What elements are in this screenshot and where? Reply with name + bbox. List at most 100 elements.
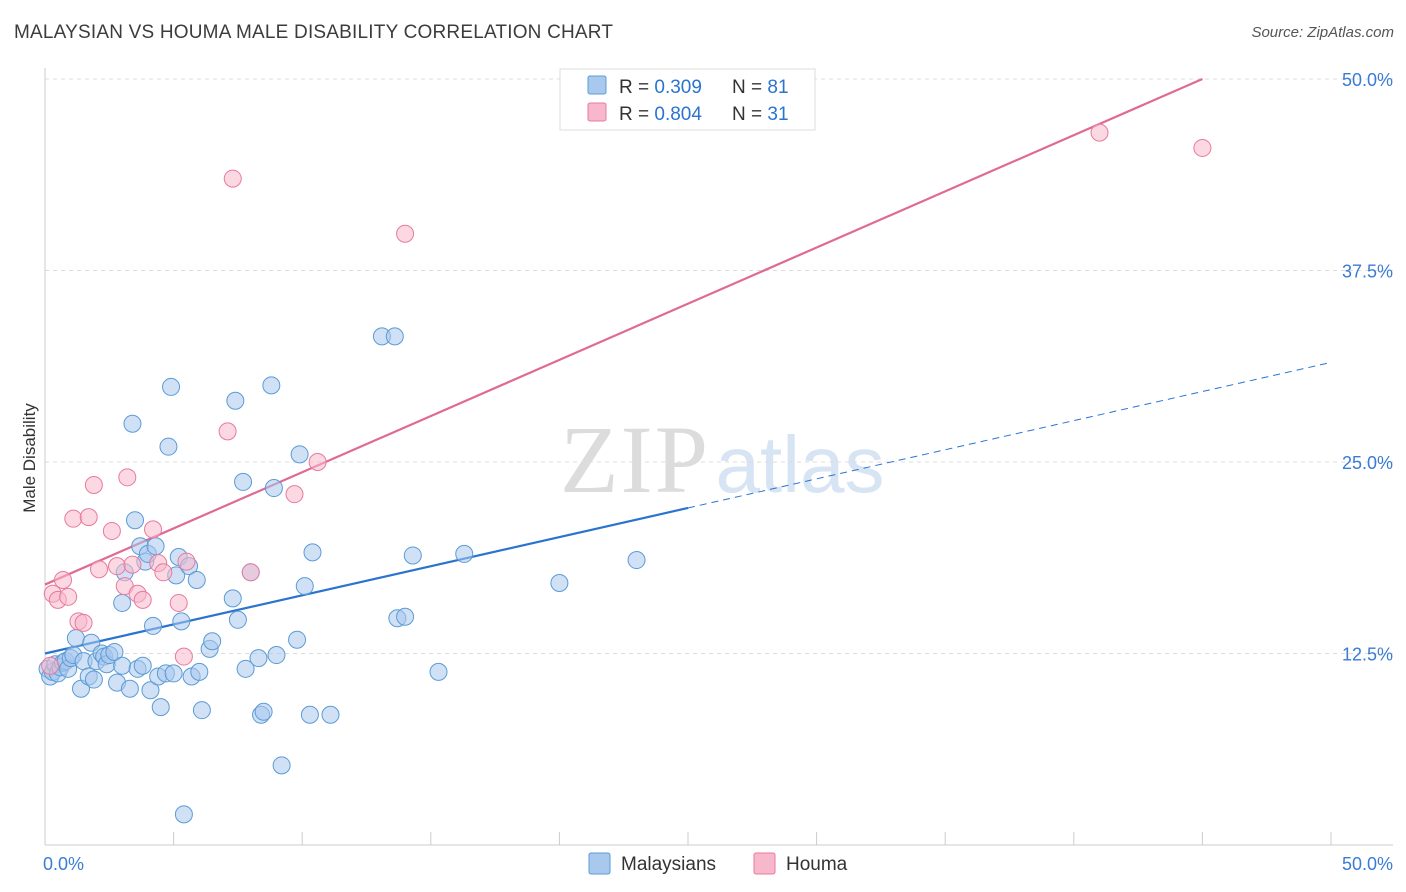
point-houma-0 <box>41 656 60 675</box>
point-houma-23 <box>177 552 196 571</box>
point-malaysians-71 <box>300 705 319 724</box>
legend-r-value-2: 0.804 <box>654 104 702 125</box>
point-malaysians-70 <box>295 577 314 596</box>
point-houma-25 <box>223 169 242 188</box>
point-malaysians-55 <box>223 589 242 608</box>
point-houma-28 <box>308 453 327 471</box>
point-houma-9 <box>84 475 103 494</box>
point-houma-17 <box>133 590 152 609</box>
point-houma-8 <box>79 508 98 527</box>
x-tick-label-0: 0.0% <box>43 854 84 874</box>
point-malaysians-36 <box>144 616 163 635</box>
point-houma-7 <box>74 613 93 632</box>
point-malaysians-28 <box>123 414 142 433</box>
point-malaysians-11 <box>66 629 85 648</box>
point-malaysians-61 <box>249 649 268 668</box>
point-houma-12 <box>108 557 127 576</box>
y-tick-label-0: 12.5% <box>1342 645 1393 665</box>
point-malaysians-72 <box>303 543 322 562</box>
legend-n-value-2: 31 <box>767 104 788 125</box>
point-malaysians-50 <box>187 570 206 589</box>
series-legend-swatch-malaysians <box>588 852 611 875</box>
trend-line-malaysians <box>44 506 689 655</box>
point-houma-24 <box>218 422 237 441</box>
point-houma-15 <box>123 555 142 574</box>
tick-labels: 12.5% 25.0% 37.5% 50.0% 0.0% 50.0% <box>43 70 1393 874</box>
point-malaysians-52 <box>192 701 211 720</box>
legend-swatch-houma <box>587 102 607 122</box>
data-points <box>38 123 1212 824</box>
trend-line-houma <box>44 77 1203 586</box>
point-malaysians-67 <box>272 756 291 775</box>
point-malaysians-63 <box>254 702 273 721</box>
legend-n-label-2: N = <box>732 104 767 125</box>
series-legend: Malaysians Houma <box>588 852 848 875</box>
point-houma-29 <box>396 224 415 243</box>
point-malaysians-24 <box>113 656 132 675</box>
point-malaysians-42 <box>162 377 181 396</box>
point-malaysians-82 <box>627 551 646 570</box>
legend-swatch-malaysians <box>587 75 607 95</box>
series-legend-label-malaysians: Malaysians <box>621 854 716 875</box>
point-malaysians-22 <box>105 642 124 661</box>
y-tick-label-3: 50.0% <box>1342 70 1393 90</box>
point-malaysians-43 <box>164 664 183 683</box>
point-malaysians-41 <box>159 437 178 456</box>
point-houma-22 <box>174 647 193 666</box>
point-houma-11 <box>102 521 121 540</box>
legend-n-label-1: N = <box>732 77 767 98</box>
point-malaysians-80 <box>455 544 474 563</box>
axes <box>44 68 1393 846</box>
point-malaysians-51 <box>190 662 209 681</box>
legend-r-label-1: R = <box>619 77 654 98</box>
point-malaysians-68 <box>288 630 307 649</box>
trend-lines <box>44 77 1332 655</box>
watermark-zip: ZIP <box>560 406 710 513</box>
svg-text:R = 0.804: R = 0.804 <box>619 104 702 125</box>
point-houma-31 <box>1193 138 1212 157</box>
point-houma-10 <box>90 560 109 579</box>
legend-r-value-1: 0.309 <box>654 77 702 98</box>
y-tick-label-1: 25.0% <box>1342 453 1393 473</box>
point-malaysians-27 <box>120 679 139 698</box>
svg-text:N = 31: N = 31 <box>732 104 789 125</box>
point-houma-20 <box>154 563 173 582</box>
point-houma-26 <box>241 563 260 582</box>
point-malaysians-64 <box>262 376 281 395</box>
point-malaysians-56 <box>226 391 245 410</box>
point-houma-18 <box>144 520 163 539</box>
point-malaysians-78 <box>403 546 422 565</box>
point-malaysians-75 <box>385 327 404 346</box>
point-malaysians-46 <box>172 612 191 631</box>
point-malaysians-54 <box>203 632 222 651</box>
svg-text:N = 81: N = 81 <box>732 77 789 98</box>
point-malaysians-32 <box>133 656 152 675</box>
chart-title: MALAYSIAN VS HOUMA MALE DISABILITY CORRE… <box>14 22 614 43</box>
stats-legend: R = 0.309 N = 81 R = 0.804 N = 31 <box>559 68 816 131</box>
point-malaysians-35 <box>141 681 160 700</box>
svg-text:R = 0.309: R = 0.309 <box>619 77 702 98</box>
trend-line-extension-malaysians <box>687 361 1332 509</box>
point-malaysians-66 <box>267 646 286 665</box>
y-axis-label: Male Disability <box>20 403 39 513</box>
series-legend-label-houma: Houma <box>786 854 848 875</box>
point-houma-3 <box>54 570 73 589</box>
point-houma-21 <box>169 593 188 612</box>
point-malaysians-73 <box>321 705 340 724</box>
point-malaysians-16 <box>84 670 103 689</box>
point-malaysians-58 <box>234 472 253 491</box>
point-malaysians-29 <box>126 511 145 530</box>
point-malaysians-39 <box>151 698 170 717</box>
legend-r-label-2: R = <box>619 104 654 125</box>
chart-source: Source: ZipAtlas.com <box>1251 24 1394 41</box>
point-malaysians-81 <box>550 574 569 593</box>
point-houma-14 <box>118 468 137 487</box>
point-malaysians-25 <box>113 593 132 612</box>
legend-n-value-1: 81 <box>767 77 788 98</box>
point-malaysians-57 <box>228 610 247 629</box>
point-malaysians-69 <box>290 445 309 464</box>
point-houma-27 <box>285 485 304 504</box>
point-malaysians-79 <box>429 662 448 681</box>
x-tick-label-1: 50.0% <box>1342 854 1393 874</box>
